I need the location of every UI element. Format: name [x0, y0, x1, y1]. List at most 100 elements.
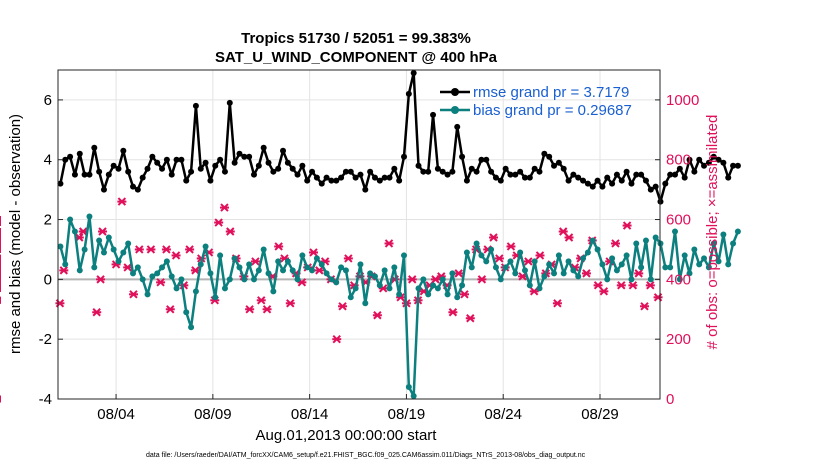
bias-point — [555, 252, 562, 259]
bias-point — [100, 249, 107, 256]
obs-count-point — [616, 281, 626, 290]
bias-point — [304, 264, 311, 271]
rmse-point — [676, 165, 683, 172]
bias-point — [686, 270, 693, 277]
bias-point — [236, 264, 243, 271]
bias-point — [618, 261, 625, 268]
bias-point — [507, 258, 514, 265]
bias-point — [473, 240, 480, 247]
bias-point — [241, 276, 248, 283]
rmse-point — [212, 162, 219, 169]
rmse-point — [580, 177, 587, 184]
rmse-point — [502, 165, 509, 172]
rmse-point — [439, 168, 446, 175]
bias-point — [425, 291, 432, 298]
rmse-point — [115, 165, 122, 172]
rmse-point — [628, 180, 635, 187]
obs-count-point — [459, 290, 469, 299]
rmse-point — [517, 168, 524, 175]
legend-bias-marker — [451, 106, 459, 114]
bias-point — [192, 288, 199, 295]
bias-series — [57, 213, 741, 400]
bias-point — [710, 240, 717, 247]
bias-point — [512, 270, 519, 277]
bias-point — [517, 249, 524, 256]
obs-count-point — [610, 239, 620, 248]
bias-point — [396, 291, 403, 298]
bias-point — [62, 261, 69, 268]
rmse-point — [381, 174, 388, 181]
bias-point — [492, 264, 499, 271]
rmse-point — [667, 171, 674, 178]
obs-count-point — [92, 308, 102, 317]
rmse-point — [633, 171, 640, 178]
rmse-point — [139, 174, 146, 181]
obs-count-point — [640, 302, 650, 311]
rmse-point — [67, 153, 74, 160]
rmse-point — [260, 144, 267, 151]
left-tick-label: 2 — [44, 212, 52, 229]
plot-area-frame — [57, 69, 661, 400]
bias-point — [221, 285, 228, 292]
rmse-point — [701, 162, 708, 169]
bias-point — [642, 237, 649, 244]
rmse-point — [280, 147, 287, 154]
bias-point — [410, 393, 417, 400]
bias-point — [81, 246, 88, 253]
rmse-point — [91, 144, 98, 151]
bias-point — [115, 258, 122, 265]
bias-point — [144, 291, 151, 298]
bias-point — [589, 237, 596, 244]
bias-point — [188, 324, 195, 331]
rmse-point — [386, 174, 393, 181]
bias-point — [734, 228, 741, 235]
rmse-point — [154, 159, 161, 166]
rmse-point — [294, 171, 301, 178]
bias-point — [294, 276, 301, 283]
rmse-point — [197, 165, 204, 172]
rmse-point — [478, 156, 485, 163]
rmse-point — [391, 165, 398, 172]
bias-point — [275, 258, 282, 265]
rmse-point — [405, 90, 412, 97]
bias-point — [212, 294, 219, 301]
rmse-point — [696, 156, 703, 163]
y-axis-left-label: rmse and bias (model - observation) — [7, 114, 24, 354]
bias-point — [347, 294, 354, 301]
bias-point — [255, 267, 262, 274]
y-axis-right-label: # of obs: o=possible; ×=assimilated — [704, 115, 721, 350]
bias-point — [497, 276, 504, 283]
right-tick-label: 800 — [666, 152, 691, 169]
bias-point — [299, 252, 306, 259]
rmse-point — [425, 168, 432, 175]
rmse-point — [81, 171, 88, 178]
obs-count-point — [332, 334, 342, 344]
obs-count-point — [214, 218, 224, 227]
bias-point — [178, 276, 185, 283]
bias-point — [560, 270, 567, 277]
obs-count-point — [98, 227, 108, 236]
rmse-point — [638, 171, 645, 178]
obs-count-point — [448, 308, 458, 317]
rmse-point — [536, 168, 543, 175]
bias-point — [120, 249, 127, 256]
rmse-point — [609, 180, 616, 187]
obs-count-point — [245, 305, 255, 314]
bias-point — [662, 264, 669, 271]
obs-count-point — [165, 305, 175, 314]
x-tick-label: 08/19 — [388, 406, 426, 423]
bias-point — [633, 240, 640, 247]
rmse-point — [309, 168, 316, 175]
rmse-point — [376, 177, 383, 184]
rmse-point — [362, 186, 369, 193]
rmse-point — [691, 168, 698, 175]
bias-point — [488, 246, 495, 253]
rmse-point — [459, 153, 466, 160]
bias-point — [681, 252, 688, 259]
rmse-point — [76, 150, 83, 157]
left-tick-label: 6 — [44, 92, 52, 109]
left-tick-label: 0 — [44, 271, 52, 288]
rmse-point — [299, 162, 306, 169]
rmse-point — [415, 162, 422, 169]
